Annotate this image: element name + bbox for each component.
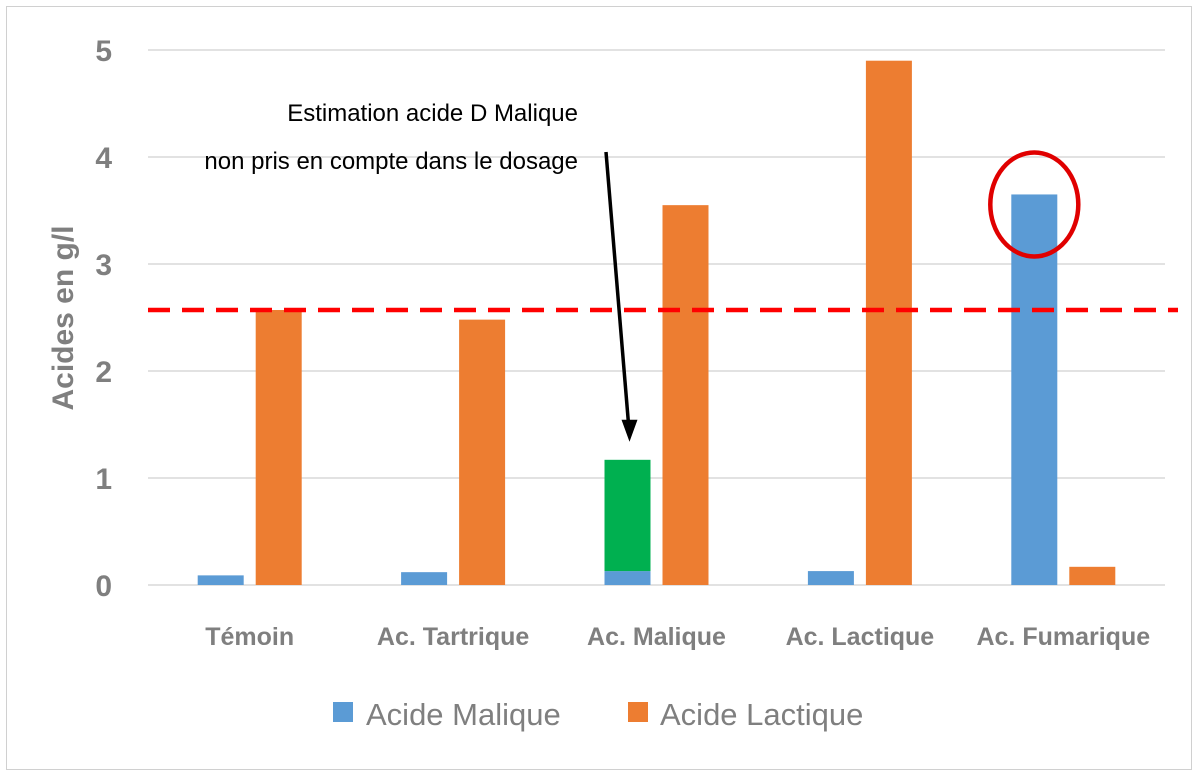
legend: Acide Malique Acide Lactique [333, 697, 863, 732]
x-tick-label: Ac. Fumarique [976, 623, 1150, 651]
y-tick-label: 4 [95, 142, 112, 175]
overlays: Estimation acide D Malique non pris en co… [148, 100, 1178, 442]
bar-acide-malique [604, 571, 651, 585]
y-tick-label: 3 [95, 249, 112, 282]
x-tick-label: Ac. Lactique [786, 623, 935, 651]
x-axis-labels: Témoin Ac. Tartrique Ac. Malique Ac. Lactiq… [205, 623, 1150, 651]
gridlines [148, 49, 1165, 586]
annotation-arrow-line [604, 151, 632, 436]
legend-label: Acide Lactique [660, 697, 863, 732]
estimate-segment-bar [604, 459, 651, 572]
bar-acide-malique [807, 571, 854, 585]
bar-acide-lactique [255, 310, 302, 585]
legend-swatch [628, 702, 648, 722]
bar-acide-malique [197, 575, 244, 585]
legend-label: Acide Malique [366, 697, 561, 732]
highlight-circle [988, 150, 1081, 259]
bar-acide-malique [1011, 194, 1058, 585]
bar-acide-lactique [865, 60, 912, 585]
x-tick-label: Témoin [205, 623, 294, 651]
bar-acide-lactique [662, 205, 709, 585]
annotation-arrow-head [621, 419, 638, 442]
bars [197, 60, 1116, 585]
x-tick-label: Ac. Malique [587, 623, 726, 651]
annotation-text: non pris en compte dans le dosage [204, 148, 578, 175]
bar-acide-lactique [1069, 566, 1116, 585]
y-axis-label: Acides en g/l [47, 225, 80, 410]
y-tick-label: 5 [95, 35, 112, 68]
y-axis-ticks: 0 1 2 3 4 5 [95, 35, 112, 603]
x-tick-label: Ac. Tartrique [377, 623, 529, 651]
y-tick-label: 2 [95, 356, 112, 389]
annotation-text: Estimation acide D Malique [287, 100, 578, 127]
legend-swatch [333, 702, 353, 722]
chart-frame [6, 6, 1192, 770]
y-tick-label: 1 [95, 463, 112, 496]
y-tick-label: 0 [95, 570, 112, 603]
bar-acide-lactique [459, 319, 506, 585]
bar-acide-malique [401, 572, 448, 585]
